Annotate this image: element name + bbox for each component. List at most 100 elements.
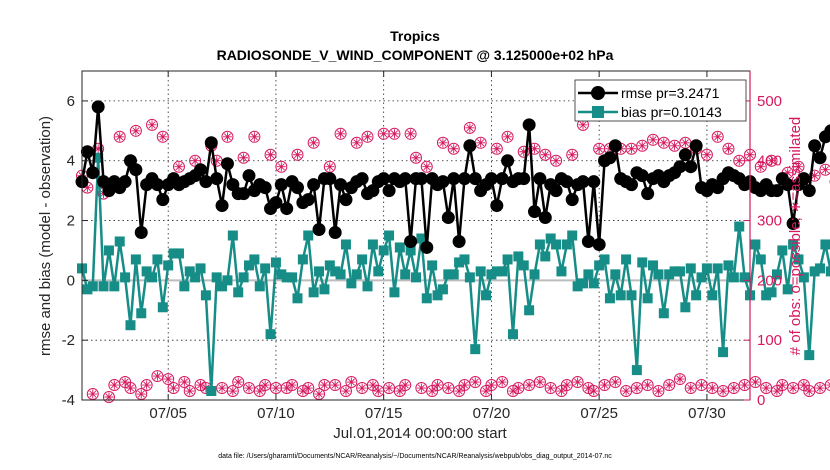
bias-point [120, 272, 131, 283]
obs-assimilated-point [174, 162, 184, 172]
data-file-footnote: data file: /Users/gharamti/Documents/NCA… [218, 453, 612, 460]
obs-assimilated-point [125, 383, 135, 393]
rmse-point [199, 175, 213, 189]
obs-possible-point [350, 136, 363, 149]
obs-possible-point [528, 142, 541, 155]
obs-assimilated-point [142, 380, 152, 390]
bias-point [701, 263, 712, 274]
obs-assimilated-point [535, 377, 545, 387]
obs-assimilated-point [384, 383, 394, 393]
obs-assimilated-point [363, 132, 373, 142]
obs-possible-point [356, 382, 369, 395]
obs-assimilated-point [352, 138, 362, 148]
obs-assimilated-point [303, 383, 313, 393]
bias-point [658, 308, 669, 319]
y-axis-ticks: -4 -2 0 2 4 6 [62, 93, 88, 409]
obs-assimilated-point [788, 383, 798, 393]
bias-point [561, 239, 572, 250]
bias-point [437, 284, 448, 295]
obs-assimilated-point [551, 156, 561, 166]
rmse-point [301, 193, 315, 207]
bias-point [739, 272, 750, 283]
obs-assimilated-point [459, 380, 469, 390]
bias-point [766, 287, 777, 298]
obs-possible-point [523, 379, 536, 392]
bias-point [367, 239, 378, 250]
bias-point [755, 254, 766, 265]
bias-point [254, 281, 265, 292]
bias-point [249, 254, 260, 265]
bias-point [513, 251, 524, 262]
legend: rmse pr=3.2471 bias pr=0.10143 [574, 79, 747, 122]
obs-assimilated-point [228, 386, 238, 396]
obs-assimilated-point [686, 383, 696, 393]
obs-assimilated-point [131, 126, 141, 136]
bias-point [443, 269, 454, 280]
obs-assimilated-point [179, 377, 189, 387]
obs-possible-point [700, 148, 713, 161]
bias-point [578, 278, 588, 289]
x-axis-ticks: 07/05 07/10 07/15 07/20 07/25 07/30 [149, 71, 726, 422]
bias-point [572, 281, 583, 292]
rmse-point [280, 202, 294, 216]
y-tick-label: 4 [67, 153, 75, 170]
obs-assimilated-point [815, 383, 825, 393]
obs-assimilated-point [578, 120, 588, 130]
obs-possible-point [652, 385, 665, 398]
obs-possible-point [226, 385, 239, 398]
obs-possible-point [490, 142, 503, 155]
bias-point [190, 272, 201, 283]
obs-assimilated-point [341, 386, 351, 396]
obs-assimilated-point [643, 380, 653, 390]
rmse-point [673, 160, 687, 174]
bias-point [464, 272, 475, 283]
obs-possible-point [420, 160, 433, 173]
rmse-point [468, 172, 482, 186]
y-axis-label: rmse and bias (model - observation) [37, 116, 54, 356]
bias-point [287, 272, 298, 283]
obs-assimilated-point [783, 168, 793, 178]
bias-point [626, 290, 637, 301]
obs-possible-point [550, 154, 563, 167]
bias-point [540, 251, 551, 262]
rmse-point [441, 211, 455, 225]
bias-point [804, 350, 815, 361]
obs-possible-point [151, 370, 164, 383]
rmse-point [576, 175, 590, 189]
obs-possible-point [684, 382, 697, 395]
rmse-point [290, 181, 304, 195]
bias-point [507, 329, 518, 340]
obs-possible-point [609, 376, 622, 389]
obs-count-markers [76, 118, 830, 404]
bias-point [637, 257, 648, 268]
obs-assimilated-point [292, 150, 302, 160]
rmse-point [495, 172, 509, 186]
obs-possible-point [334, 127, 347, 140]
rmse-point [328, 226, 342, 240]
obs-assimilated-point [497, 377, 507, 387]
rmse-point [603, 151, 617, 165]
rmse-point [118, 175, 132, 189]
obs-possible-point [544, 382, 557, 395]
obs-possible-point [485, 379, 498, 392]
obs-possible-point [248, 130, 261, 143]
rmse-point [339, 193, 353, 207]
rmse-point [565, 193, 579, 207]
obs-possible-point [275, 160, 288, 173]
obs-assimilated-point [82, 183, 92, 193]
bias-point [281, 272, 292, 283]
obs-possible-point [760, 382, 773, 395]
bias-point [825, 266, 830, 277]
bias-point [195, 263, 206, 274]
bias-point [545, 233, 556, 244]
obs-assimilated-point [820, 165, 830, 175]
bias-point [373, 266, 384, 277]
obs-assimilated-point [713, 132, 723, 142]
bias-point [179, 281, 190, 292]
bias-point [238, 272, 249, 283]
obs-possible-point [496, 376, 509, 389]
rmse-point [490, 199, 504, 213]
obs-assimilated-point [422, 162, 432, 172]
bias-point [664, 269, 675, 280]
obs-assimilated-point [626, 144, 636, 154]
